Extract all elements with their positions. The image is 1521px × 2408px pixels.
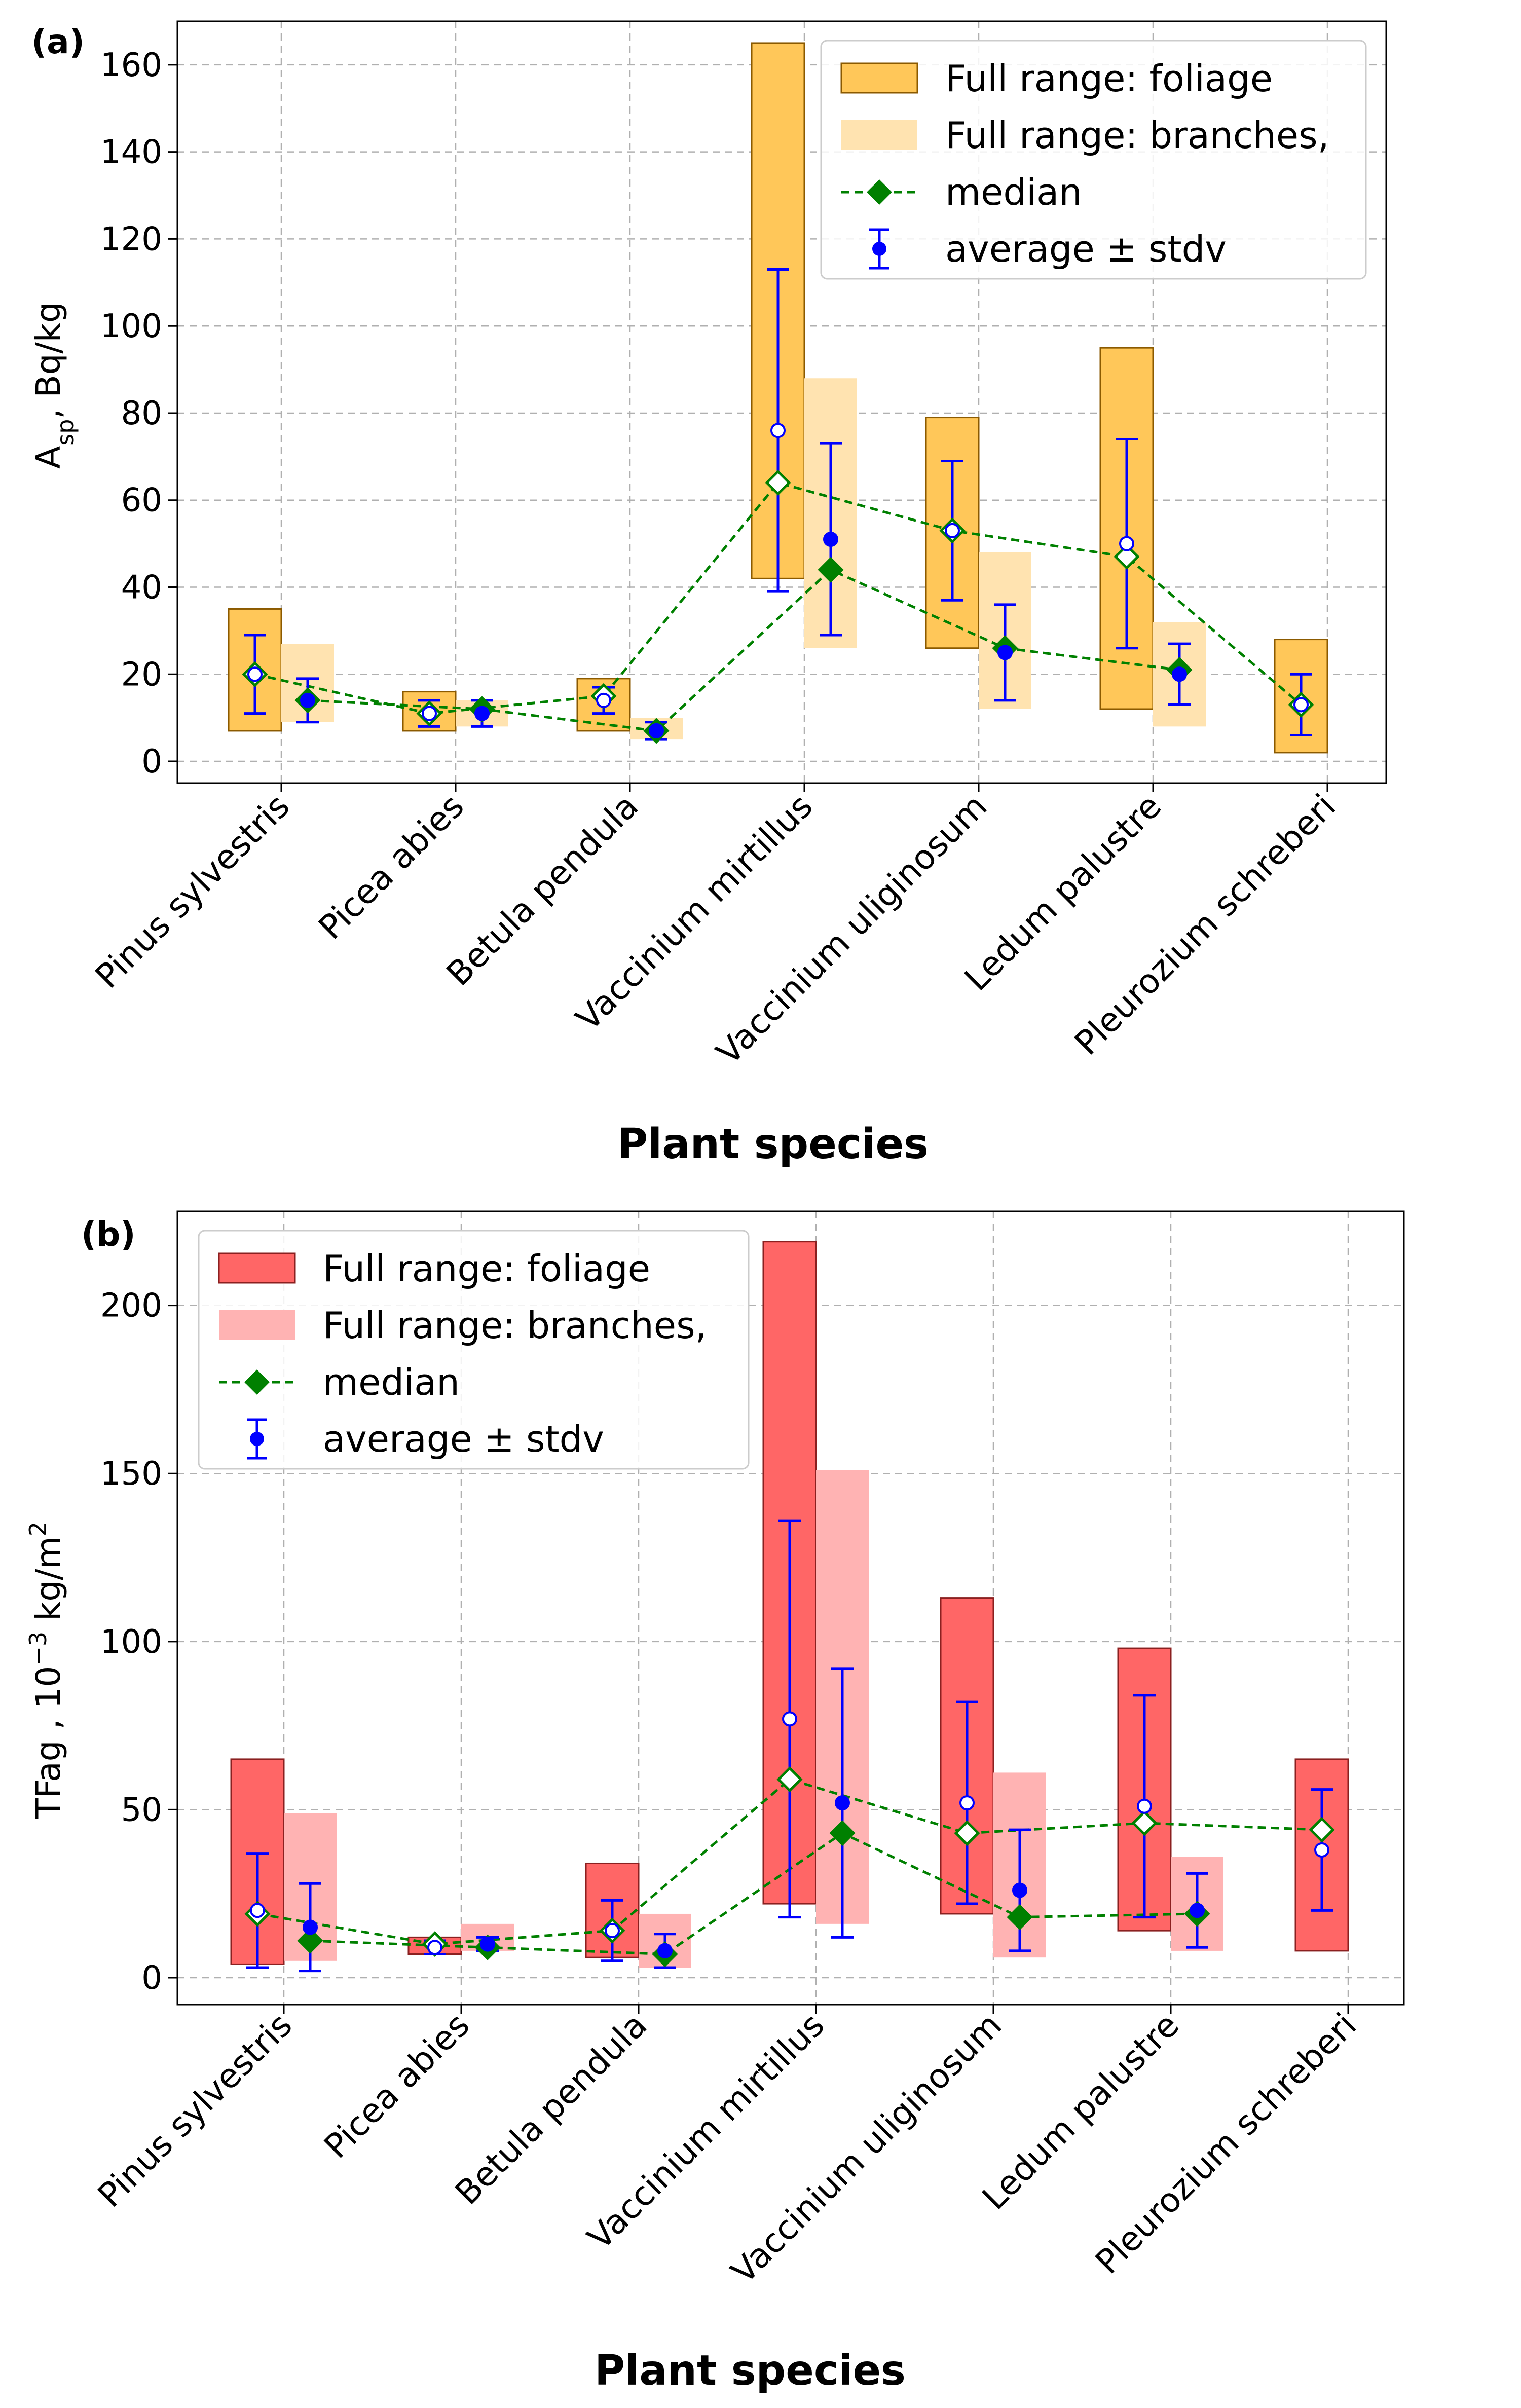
panel-a-ylabel: Asp, Bq/kg <box>29 302 79 469</box>
axes-frame <box>176 20 1387 784</box>
branches-median-marker-pinus-sylvestris <box>297 1928 323 1954</box>
foliage-mean-marker-pleurozium-schreberi <box>1314 1842 1329 1858</box>
legend-swatch-foliage <box>840 62 918 94</box>
branches-mean-marker-vaccinium-mirtillus <box>823 532 838 547</box>
y-tick-label: 50 <box>121 1791 162 1829</box>
x-tick-label-betula-pendula: Betula pendula <box>448 2006 654 2212</box>
foliage-median-marker-ledum-palustre <box>1131 1810 1158 1836</box>
branches-mean-marker-vaccinium-uliginosum <box>997 645 1013 660</box>
legend-entry-full-range-foliage: Full range: foliage <box>945 57 1273 100</box>
foliage-mean-marker-betula-pendula <box>605 1923 620 1939</box>
y-tick-label: 100 <box>100 308 162 345</box>
foliage-median-marker-vaccinium-mirtillus <box>765 469 791 496</box>
branches-mean-marker-picea-abies <box>480 1936 495 1952</box>
branches-median-line <box>307 568 1180 732</box>
foliage-mean-marker-picea-abies <box>422 706 437 721</box>
foliage-mean-marker-ledum-palustre <box>1137 1798 1152 1814</box>
legend-swatch-median-marker <box>244 1369 270 1395</box>
legend-entry-full-range-branches: Full range: branches, <box>323 1304 707 1347</box>
y-tick-label: 150 <box>100 1455 162 1493</box>
panel-a-label: (a) <box>31 22 85 61</box>
foliage-median-marker-pleurozium-schreberi <box>1309 1817 1335 1843</box>
branches-mean-marker-pinus-sylvestris <box>300 692 315 708</box>
foliage-mean-marker-pinus-sylvestris <box>247 666 263 682</box>
panel-b-label: (b) <box>81 1215 136 1254</box>
branches-mean-marker-vaccinium-mirtillus <box>835 1795 850 1811</box>
branches-median-marker-vaccinium-mirtillus <box>818 557 844 583</box>
y-tick-label: 200 <box>100 1287 162 1325</box>
x-tick-label-pinus-sylvestris: Pinus sylvestris <box>90 2006 300 2215</box>
y-tick-label: 160 <box>100 47 162 84</box>
panel-b-ylabel: TFag , 10−3 kg/m2 <box>24 1522 68 1819</box>
legend-entry-full-range-foliage: Full range: foliage <box>323 1247 650 1290</box>
branches-median-marker-vaccinium-mirtillus <box>829 1820 856 1846</box>
y-tick-label: 60 <box>121 482 162 520</box>
y-tick-label: 0 <box>141 1959 162 1997</box>
branches-mean-marker-pinus-sylvestris <box>303 1919 318 1935</box>
legend-entry-median: median <box>945 171 1082 213</box>
branches-mean-marker-ledum-palustre <box>1172 666 1187 682</box>
foliage-mean-marker-vaccinium-uliginosum <box>959 1795 975 1811</box>
panel-b-plot: 0 50 100 150 200 Pinus sylvestris Picea abiesB… <box>90 1210 1405 2291</box>
foliage-median-marker-vaccinium-mirtillus <box>776 1766 803 1793</box>
y-tick-label: 40 <box>121 569 162 607</box>
panel-b-xlabel: Plant species <box>595 2347 906 2395</box>
y-tick-label: 100 <box>100 1623 162 1661</box>
branches-mean-marker-betula-pendula <box>649 723 664 738</box>
legend-box <box>820 40 1367 280</box>
foliage-mean-marker-vaccinium-mirtillus <box>782 1711 797 1727</box>
legend-entry-full-range-branches: Full range: branches, <box>945 114 1329 157</box>
branches-mean-marker-vaccinium-uliginosum <box>1012 1882 1027 1898</box>
legend-swatch-foliage <box>218 1252 296 1284</box>
legend-swatch-mean-marker <box>250 1432 264 1446</box>
x-tick-label-pinus-sylvestris: Pinus sylvestris <box>88 787 297 996</box>
x-tick-label-picea-abies: Picea abies <box>317 2006 477 2166</box>
foliage-mean-marker-pinus-sylvestris <box>250 1903 265 1918</box>
branches-mean-marker-ledum-palustre <box>1190 1903 1205 1918</box>
y-tick-label: 80 <box>121 395 162 432</box>
legend-swatch-branches <box>219 1310 295 1340</box>
foliage-mean-marker-ledum-palustre <box>1119 536 1134 551</box>
axes-frame <box>176 1210 1405 2006</box>
foliage-median-marker-vaccinium-uliginosum <box>954 1820 980 1846</box>
foliage-mean-marker-vaccinium-mirtillus <box>770 423 786 438</box>
foliage-mean-marker-picea-abies <box>427 1940 442 1955</box>
y-tick-label: 140 <box>100 134 162 171</box>
legend-b: Full range: foliage Full range: branches,… <box>198 1230 750 1470</box>
legend-a: Full range: foliage Full range: branches,… <box>820 40 1367 280</box>
branches-median-line <box>310 1831 1198 1956</box>
panel-a-xlabel: Plant species <box>617 1120 929 1168</box>
legend-entry-average-stdv: average ± stdv <box>945 228 1227 270</box>
legend-swatch-median-marker <box>867 179 892 205</box>
legend-swatch-branches <box>841 120 917 150</box>
x-tick-label-ledum-palustre: Ledum palustre <box>975 2006 1186 2217</box>
foliage-median-marker-ledum-palustre <box>1114 543 1140 570</box>
legend-box <box>198 1230 750 1470</box>
panel-a-plot: 0 20 40 60 80 100 120 140 160 Pinus sylvestris Pic… <box>88 20 1387 1072</box>
y-tick-label: 20 <box>121 656 162 693</box>
x-tick-label-picea-abies: Picea abies <box>311 787 472 947</box>
foliage-mean-marker-betula-pendula <box>596 692 611 708</box>
x-tick-label-betula-pendula: Betula pendula <box>439 787 646 993</box>
foliage-mean-marker-pleurozium-schreberi <box>1293 697 1309 713</box>
legend-entry-average-stdv: average ± stdv <box>323 1418 604 1460</box>
branches-mean-marker-picea-abies <box>474 706 490 721</box>
branches-mean-marker-betula-pendula <box>657 1943 673 1958</box>
branches-median-marker-vaccinium-uliginosum <box>1007 1904 1033 1931</box>
legend-entry-median: median <box>323 1361 460 1403</box>
y-tick-label: 120 <box>100 220 162 258</box>
legend-swatch-mean-marker <box>872 242 886 256</box>
y-tick-label: 0 <box>141 743 162 781</box>
foliage-mean-marker-vaccinium-uliginosum <box>945 523 960 538</box>
